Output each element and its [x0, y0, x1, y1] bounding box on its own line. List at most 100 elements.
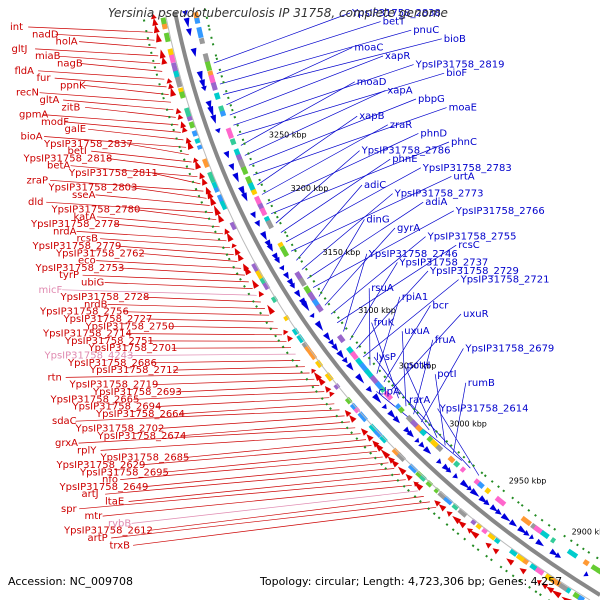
leader-line	[138, 252, 238, 262]
track-marker	[527, 509, 531, 512]
feature-block	[225, 127, 234, 139]
forward-gene-arrow	[166, 78, 173, 84]
gene-label-left: YpsIP31758_2756	[39, 307, 129, 318]
reverse-gene-arrow	[489, 504, 498, 512]
reverse-gene-arrow	[228, 163, 234, 171]
track-marker	[259, 311, 262, 315]
reverse-gene-arrow	[183, 17, 190, 28]
gene-label-left: int	[10, 22, 23, 33]
gene-label-left: gltJ	[12, 44, 28, 55]
track-marker	[185, 165, 189, 168]
gene-label-right: uxuR	[463, 309, 489, 320]
track-marker	[155, 73, 159, 76]
feature-block	[219, 110, 227, 117]
reverse-gene-arrow	[372, 393, 382, 404]
track-marker	[211, 225, 215, 228]
forward-gene-arrow	[551, 590, 562, 599]
leader-line	[368, 288, 371, 366]
track-marker	[340, 420, 344, 424]
reverse-gene-arrow	[293, 289, 301, 298]
forward-gene-arrow	[185, 137, 192, 144]
forward-gene-arrow	[234, 248, 241, 256]
feature-block	[447, 455, 456, 464]
leader-line	[85, 106, 176, 118]
feature-block	[379, 386, 387, 393]
gene-label-left: galE	[65, 124, 87, 135]
track-marker	[408, 402, 411, 406]
track-marker	[449, 444, 453, 447]
leader-line	[180, 421, 350, 437]
forward-gene-arrow	[151, 13, 157, 20]
forward-gene-arrow	[446, 511, 453, 517]
feature-tracks	[142, 8, 600, 600]
leader-line	[178, 403, 335, 415]
feature-block	[433, 487, 440, 494]
track-marker	[222, 81, 225, 84]
reverse-gene-arrow	[331, 343, 339, 351]
leader-line	[248, 98, 417, 166]
leader-line	[434, 374, 446, 446]
track-marker	[490, 558, 493, 562]
track-marker	[467, 460, 471, 464]
gene-label-right: rsuA	[371, 283, 394, 294]
gene-label-left: YpsIP31758_2702	[75, 424, 165, 435]
track-marker	[229, 104, 232, 107]
feature-block	[296, 334, 305, 344]
feature-block	[186, 115, 193, 122]
reverse-gene-arrow	[328, 339, 334, 346]
kbp-ticks: 3250 kbp 3200 kbp 3150 kbp 3100 kbp 3050 kbp…	[269, 131, 600, 537]
leader-line	[54, 77, 167, 88]
track-marker	[255, 305, 258, 308]
kbp-tick-label: 3100 kbp	[358, 306, 396, 315]
track-marker	[148, 43, 151, 47]
track-marker	[227, 96, 230, 100]
forward-gene-arrow	[391, 459, 399, 468]
forward-gene-arrow	[506, 558, 515, 566]
leader-line	[146, 496, 424, 532]
feature-block	[425, 480, 434, 488]
gene-label-right: adiA	[425, 197, 447, 208]
track-marker	[497, 485, 500, 489]
track-marker	[367, 356, 371, 360]
track-marker	[211, 43, 215, 46]
reverse-gene-arrow	[554, 552, 561, 558]
reverse-gene-arrow	[210, 114, 216, 124]
leader-line	[216, 21, 381, 74]
gene-label-left: YpsIP31758_2719	[69, 380, 159, 391]
track-marker	[255, 171, 258, 175]
gene-label-left: YpsIP31758_2778	[30, 219, 120, 230]
leader-line	[324, 227, 396, 306]
gene-label-left: YpsIP31758_2686	[67, 358, 157, 369]
genome-summary: Topology: circular; Length: 4,723,306 bp…	[260, 575, 563, 588]
leader-line	[128, 473, 401, 502]
forward-gene-arrow	[405, 474, 413, 481]
gene-label-left: miaB	[35, 51, 61, 62]
forward-gene-arrow	[366, 434, 374, 442]
forward-gene-arrow	[193, 157, 199, 163]
leader-line	[213, 12, 351, 64]
gene-label-right: rcsC	[458, 240, 480, 251]
gene-label-right: lysP	[376, 352, 396, 363]
feature-block	[169, 54, 176, 64]
forward-gene-arrow	[217, 214, 225, 223]
gene-label-right: rumB	[468, 378, 495, 389]
reverse-gene-arrow	[289, 282, 295, 289]
gene-label-left: holA	[56, 37, 78, 48]
gene-label-right: moaD	[357, 77, 387, 88]
leader-line	[233, 64, 414, 126]
track-marker	[363, 445, 367, 449]
leader-line	[95, 194, 210, 206]
track-marker	[269, 327, 273, 331]
leader-line	[290, 176, 452, 252]
leader-line	[133, 391, 325, 400]
leader-line	[146, 318, 274, 323]
leader-line	[172, 366, 305, 371]
feature-block	[240, 166, 249, 176]
feature-block	[198, 37, 206, 45]
leader-line	[133, 506, 437, 546]
track-marker	[204, 8, 207, 11]
forward-gene-arrow	[243, 264, 252, 276]
leader-line	[82, 274, 249, 283]
leader-line	[115, 245, 234, 255]
leader-line	[127, 353, 296, 356]
